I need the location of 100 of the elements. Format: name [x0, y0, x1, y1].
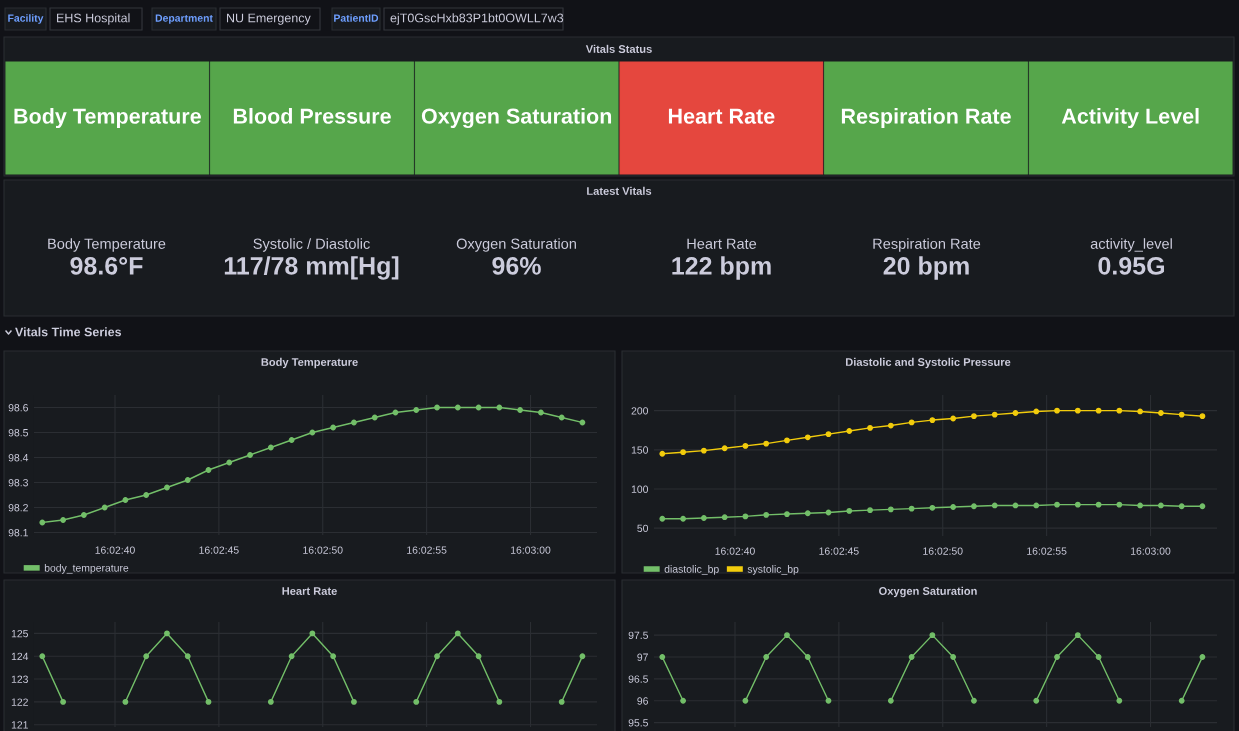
point [267, 444, 274, 451]
point [1033, 408, 1040, 415]
legend-label: body_temperature [44, 563, 129, 574]
point [804, 510, 811, 517]
point [1178, 697, 1185, 704]
point [309, 429, 316, 436]
point [1054, 654, 1060, 660]
point [680, 697, 687, 704]
point [454, 404, 461, 411]
point [184, 477, 191, 483]
x-tick-label: 16:02:50 [923, 547, 963, 555]
point [226, 459, 233, 466]
text: PatientID [334, 14, 379, 22]
text: 122 bpm [672, 256, 771, 280]
point [680, 449, 687, 456]
text: Latest Vitals [587, 186, 652, 195]
point [908, 419, 915, 426]
point [1116, 697, 1123, 704]
point [558, 698, 565, 705]
point [330, 653, 337, 660]
y-tick-label: 98.6 [8, 404, 28, 412]
point [267, 698, 274, 705]
x-tick-label: 16:02:40 [95, 546, 135, 554]
point [991, 502, 998, 509]
chart-title: Body Temperature [261, 357, 358, 369]
point [1137, 502, 1144, 509]
y-tick-label: 125 [11, 629, 29, 638]
y-tick-label: 122 [11, 698, 28, 706]
point [60, 517, 67, 523]
point [784, 437, 790, 444]
point [39, 653, 46, 660]
text: 98.6°F [70, 257, 143, 275]
point [164, 484, 170, 491]
y-tick-label: 124 [11, 652, 29, 661]
y-tick-label: 98.1 [8, 529, 28, 537]
point [80, 512, 87, 518]
point [950, 415, 957, 422]
point [60, 698, 67, 705]
point [929, 504, 936, 511]
point [413, 407, 420, 413]
point [1199, 413, 1206, 420]
point [867, 424, 873, 431]
point [971, 697, 977, 704]
point [351, 698, 357, 705]
point [1095, 501, 1102, 508]
point [950, 654, 957, 660]
point [659, 654, 666, 660]
point [558, 414, 565, 421]
text: Facility [8, 14, 44, 24]
point [579, 653, 586, 660]
x-tick-label: 16:03:00 [511, 546, 551, 554]
point [413, 698, 420, 705]
point [763, 511, 770, 518]
category-label: activity_level [1090, 238, 1172, 252]
point [1095, 654, 1102, 660]
point [1157, 410, 1164, 416]
point [475, 653, 482, 660]
point [1116, 501, 1123, 508]
x-tick-label: 16:02:45 [819, 547, 859, 555]
chart-title: Heart Rate [282, 587, 337, 595]
point [164, 630, 170, 637]
point [1074, 632, 1081, 639]
point [1012, 410, 1019, 416]
y-tick-label: 97 [637, 653, 648, 661]
point [971, 413, 977, 420]
text: Vitals Status [585, 44, 652, 53]
x-tick-label: 16:02:55 [407, 546, 447, 554]
point [143, 653, 150, 660]
point [288, 653, 295, 660]
point [659, 450, 666, 457]
category-label: Heart Rate [668, 108, 775, 124]
point [887, 697, 894, 704]
point [742, 442, 749, 449]
point [288, 437, 295, 443]
point [475, 404, 482, 411]
y-tick-label: 150 [631, 446, 649, 454]
point [971, 503, 977, 510]
point [1054, 501, 1060, 508]
chart-title: Diastolic and Systolic Pressure [846, 357, 1011, 369]
y-tick-label: 98.2 [8, 504, 28, 512]
point [247, 452, 253, 458]
point [721, 445, 728, 452]
point [763, 654, 770, 660]
point [991, 411, 998, 418]
point [846, 428, 853, 434]
y-tick-label: 98.5 [8, 429, 29, 437]
text: 96% [492, 257, 541, 275]
point [1178, 503, 1185, 510]
point [742, 513, 749, 520]
point [205, 698, 212, 705]
point [680, 515, 687, 522]
x-tick-label: 16:02:45 [199, 546, 239, 554]
point [392, 409, 399, 416]
category-label: Body Temperature [48, 238, 166, 252]
point [804, 654, 811, 660]
point [700, 447, 707, 454]
point [887, 422, 894, 429]
point [1012, 502, 1019, 509]
point [1033, 697, 1040, 704]
category-label: Oxygen Saturation [421, 107, 612, 129]
